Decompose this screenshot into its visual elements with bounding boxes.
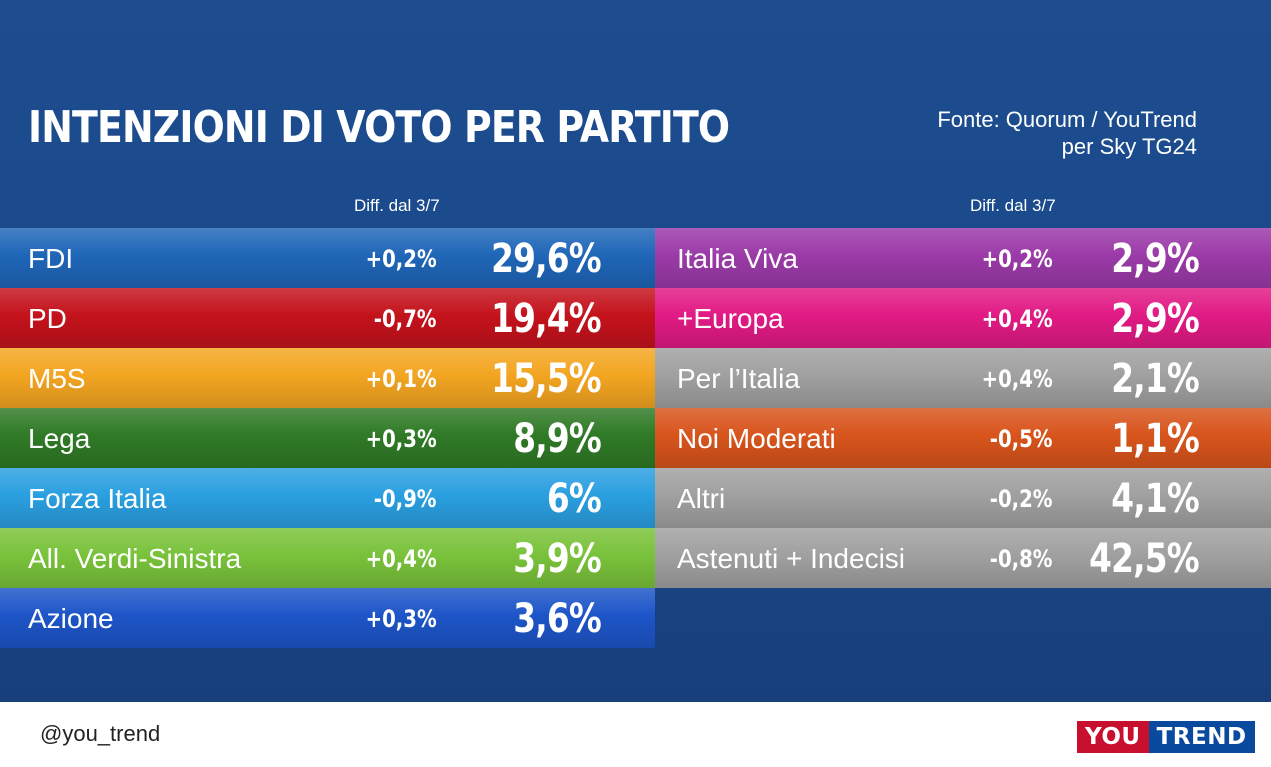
party-percentage: 4,1% bbox=[1111, 475, 1200, 522]
party-diff: +0,4% bbox=[981, 304, 1053, 333]
page-title: INTENZIONI DI VOTO PER PARTITO bbox=[28, 102, 730, 153]
party-diff: +0,2% bbox=[981, 244, 1053, 273]
party-percentage: 2,9% bbox=[1111, 295, 1200, 342]
party-table-left: FDI +0,2% 29,6% PD -0,7% 19,4% M5S +0,1% 15,5% Le… bbox=[0, 228, 655, 648]
logo-trend-part: TREND bbox=[1148, 721, 1255, 753]
party-percentage: 3,9% bbox=[513, 535, 602, 582]
party-percentage: 8,9% bbox=[513, 415, 602, 462]
party-percentage: 19,4% bbox=[491, 295, 602, 342]
infographic-panel: INTENZIONI DI VOTO PER PARTITO Fonte: Qu… bbox=[0, 0, 1271, 702]
party-row: All. Verdi-Sinistra +0,4% 3,9% bbox=[0, 528, 655, 588]
party-name: Per l’Italia bbox=[677, 362, 800, 394]
party-name: M5S bbox=[28, 362, 86, 394]
party-name: Forza Italia bbox=[28, 482, 167, 514]
party-percentage: 6% bbox=[546, 475, 602, 522]
party-percentage: 29,6% bbox=[491, 235, 602, 282]
party-row: PD -0,7% 19,4% bbox=[0, 288, 655, 348]
party-diff: -0,5% bbox=[990, 424, 1053, 453]
party-name: Astenuti + Indecisi bbox=[677, 542, 906, 574]
party-row: M5S +0,1% 15,5% bbox=[0, 348, 655, 408]
party-diff: -0,8% bbox=[990, 544, 1053, 573]
party-name: Noi Moderati bbox=[677, 422, 836, 454]
party-name: Lega bbox=[28, 422, 91, 454]
footer: @you_trend YOU TREND bbox=[0, 702, 1271, 767]
party-row: Noi Moderati -0,5% 1,1% bbox=[655, 408, 1271, 468]
party-row: FDI +0,2% 29,6% bbox=[0, 228, 655, 288]
party-percentage: 2,9% bbox=[1111, 235, 1200, 282]
party-table-right: Italia Viva +0,2% 2,9% +Europa +0,4% 2,9% Per … bbox=[655, 228, 1271, 588]
party-name: FDI bbox=[28, 242, 74, 274]
source-line-2: per Sky TG24 bbox=[1061, 134, 1197, 159]
party-percentage: 15,5% bbox=[491, 355, 602, 402]
party-percentage: 2,1% bbox=[1111, 355, 1200, 402]
diff-header-left: Diff. dal 3/7 bbox=[354, 196, 440, 215]
party-row: Forza Italia -0,9% 6% bbox=[0, 468, 655, 528]
youtrend-logo: YOU TREND bbox=[1077, 721, 1255, 753]
party-row: Lega +0,3% 8,9% bbox=[0, 408, 655, 468]
party-row: Astenuti + Indecisi -0,8% 42,5% bbox=[655, 528, 1271, 588]
logo-you-part: YOU bbox=[1077, 721, 1149, 753]
party-name: +Europa bbox=[677, 302, 784, 334]
party-name: Azione bbox=[28, 602, 114, 634]
party-row: Per l’Italia +0,4% 2,1% bbox=[655, 348, 1271, 408]
party-percentage: 1,1% bbox=[1111, 415, 1200, 462]
party-name: PD bbox=[28, 302, 67, 334]
party-name: Altri bbox=[677, 482, 726, 514]
social-handle: @you_trend bbox=[40, 721, 161, 746]
party-diff: +0,4% bbox=[981, 364, 1053, 393]
party-diff: -0,2% bbox=[990, 484, 1053, 513]
party-row: Italia Viva +0,2% 2,9% bbox=[655, 228, 1271, 288]
party-row: +Europa +0,4% 2,9% bbox=[655, 288, 1271, 348]
party-row: Azione +0,3% 3,6% bbox=[0, 588, 655, 648]
diff-header-right: Diff. dal 3/7 bbox=[970, 196, 1056, 215]
party-diff: +0,2% bbox=[365, 244, 437, 273]
source-line-1: Fonte: Quorum / YouTrend bbox=[937, 107, 1197, 132]
party-percentage: 3,6% bbox=[513, 595, 602, 642]
party-diff: +0,3% bbox=[365, 424, 437, 453]
party-diff: -0,7% bbox=[374, 304, 437, 333]
party-diff: +0,1% bbox=[365, 364, 437, 393]
party-diff: +0,3% bbox=[365, 604, 437, 633]
party-diff: +0,4% bbox=[365, 544, 437, 573]
party-name: All. Verdi-Sinistra bbox=[28, 542, 242, 574]
party-name: Italia Viva bbox=[677, 242, 798, 274]
party-row: Altri -0,2% 4,1% bbox=[655, 468, 1271, 528]
party-percentage: 42,5% bbox=[1089, 535, 1200, 582]
party-diff: -0,9% bbox=[374, 484, 437, 513]
